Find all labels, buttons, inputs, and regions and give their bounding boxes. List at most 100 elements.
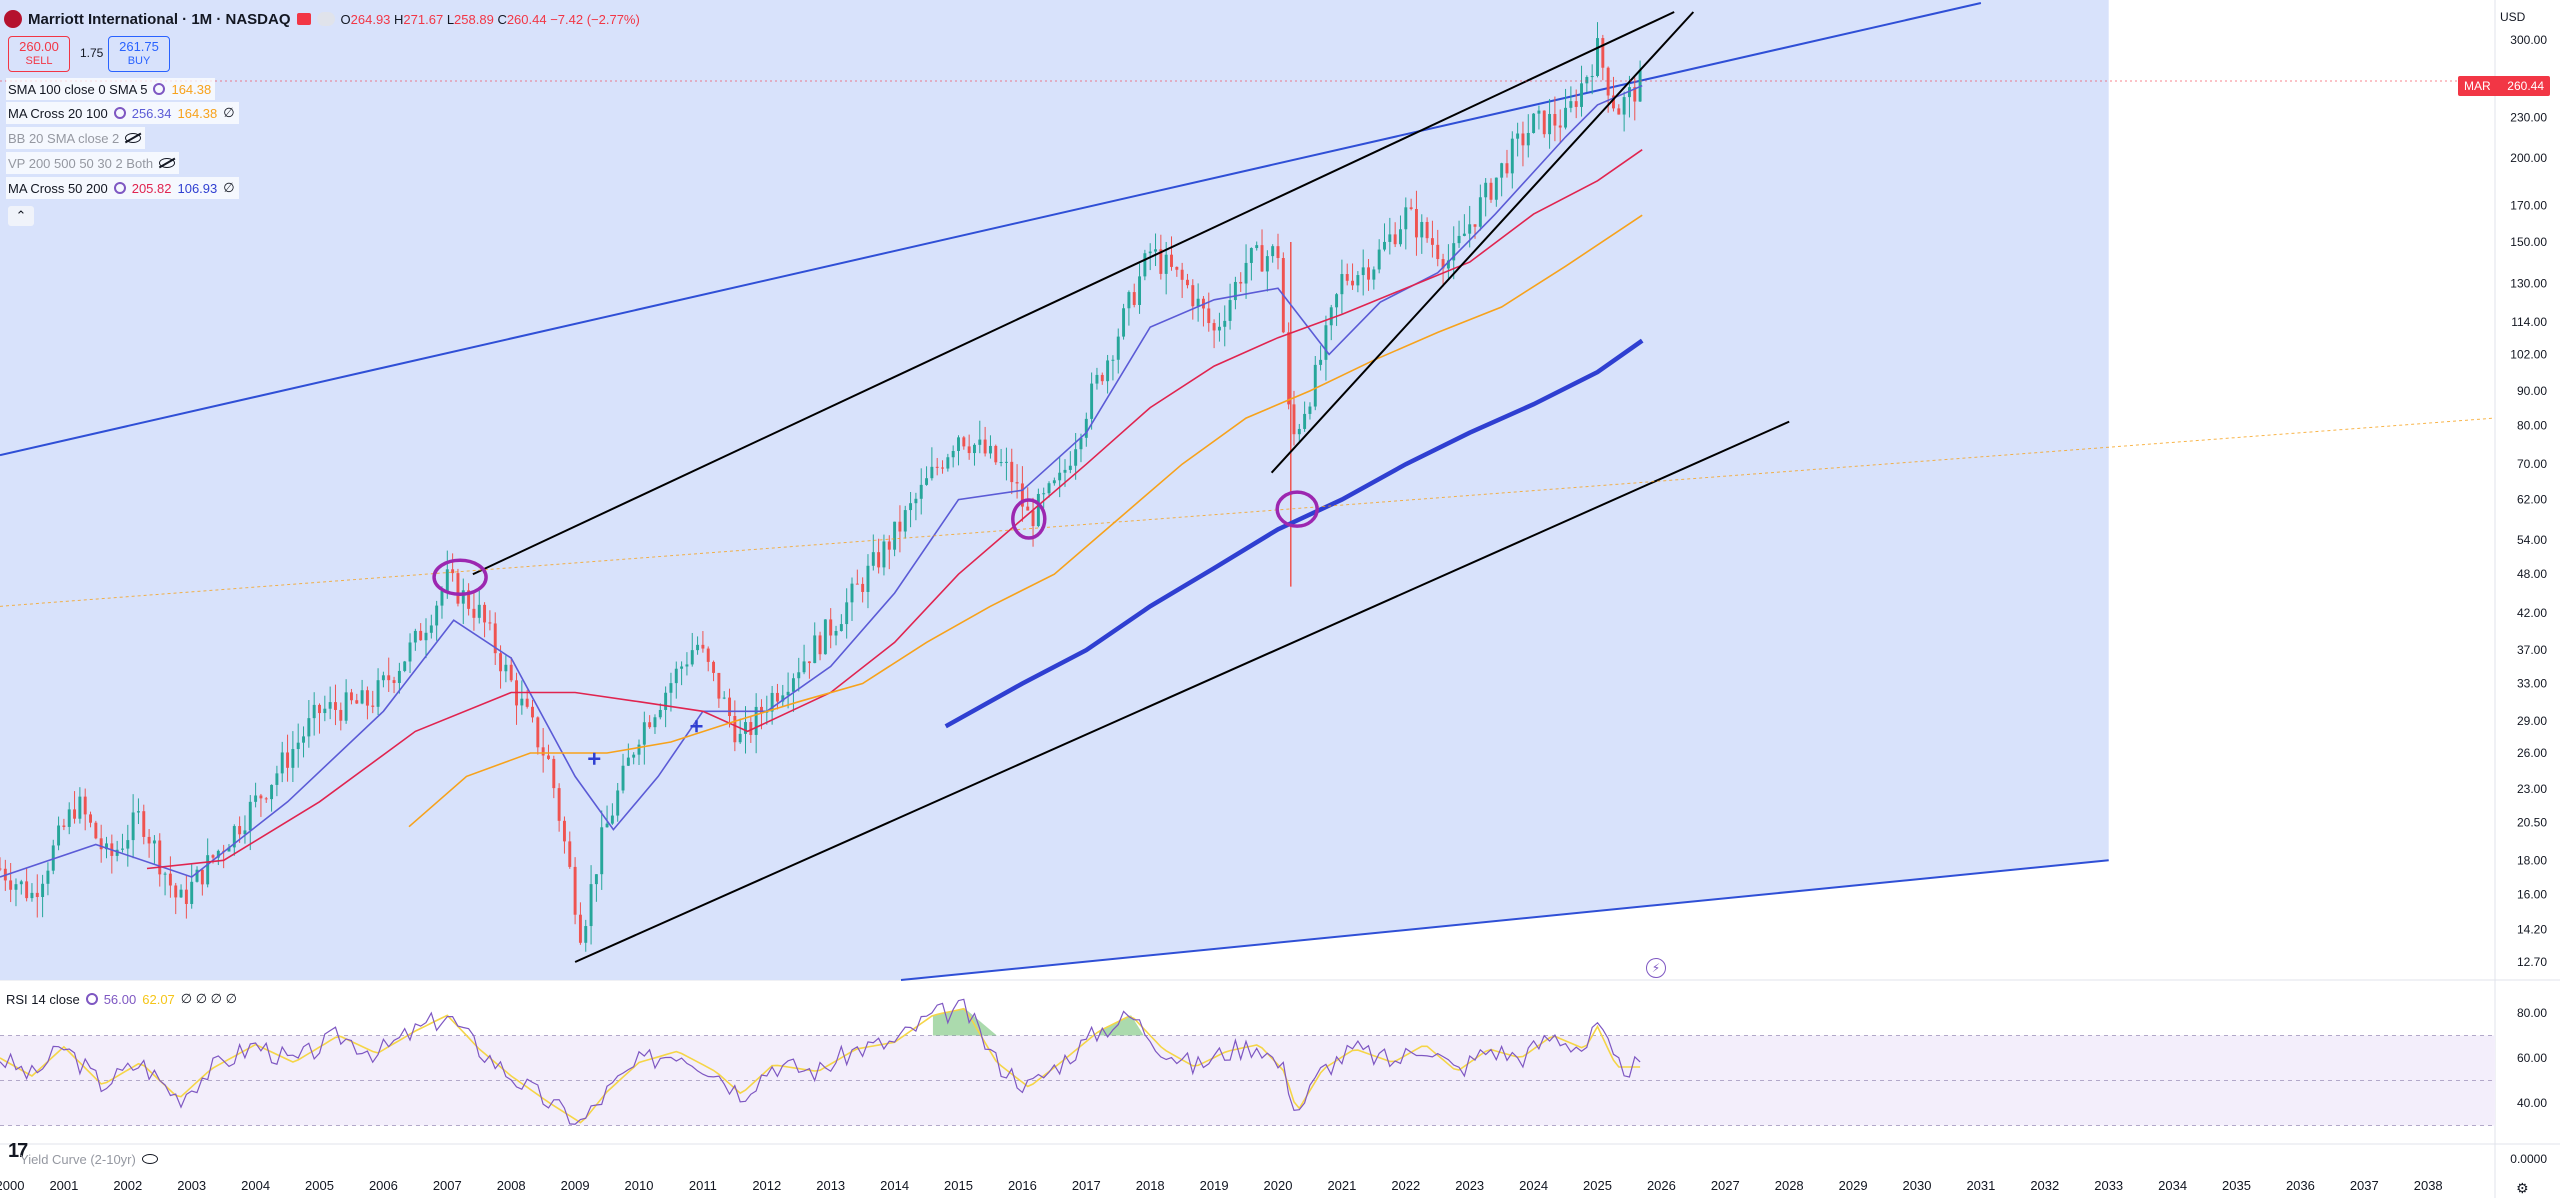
candle-body <box>1420 221 1424 238</box>
candle-body <box>978 439 982 445</box>
refresh-icon[interactable] <box>113 182 126 194</box>
lightning-icon[interactable]: ⚡ <box>1646 958 1666 978</box>
price-tick-label: 170.00 <box>2510 198 2547 212</box>
candle-body <box>1345 274 1349 281</box>
collapse-legend-button[interactable]: ⌃ <box>8 206 34 226</box>
candle-body <box>999 462 1003 464</box>
candle-body <box>882 541 886 568</box>
candle-body <box>291 749 295 768</box>
flag-icon[interactable] <box>296 13 311 25</box>
indicator-value: 164.38 <box>177 105 218 121</box>
candle-body <box>238 826 242 835</box>
rsi-ma-value: 62.07 <box>142 991 175 1007</box>
candle-body <box>451 569 455 574</box>
gear-icon[interactable]: ⚙ <box>2516 1180 2529 1196</box>
price-tick-label: 20.50 <box>2517 815 2547 829</box>
candle-body <box>477 604 481 618</box>
sell-button[interactable]: 260.00 SELL <box>8 36 70 72</box>
symbol-title[interactable]: Marriott International · 1M · NASDAQ <box>28 10 291 28</box>
candle-body <box>1617 108 1621 115</box>
ma-line-1 <box>146 149 1643 870</box>
price-tick-label: 70.00 <box>2517 457 2547 471</box>
candle-body <box>0 868 2 870</box>
candle-body <box>296 742 300 750</box>
candle-body <box>536 717 540 748</box>
price-tick-label: 14.20 <box>2517 922 2547 936</box>
time-tick-label: 2037 <box>2350 1178 2379 1193</box>
candle-body <box>839 624 843 631</box>
indicator-vp[interactable]: VP 200 500 50 30 2 Both <box>6 152 180 174</box>
currency-label[interactable]: USD <box>2500 10 2526 24</box>
candle-body <box>270 784 274 800</box>
candle-body <box>1404 207 1408 230</box>
indicator-name: MA Cross 50 200 <box>8 180 108 196</box>
candle-body <box>823 619 827 655</box>
candle-body <box>57 825 61 846</box>
candle-body <box>339 709 343 721</box>
candle-body <box>728 697 731 717</box>
refresh-icon[interactable] <box>113 107 126 119</box>
candle-body <box>903 510 907 532</box>
candle-body <box>845 602 849 625</box>
time-tick-label: 2017 <box>1072 1178 1101 1193</box>
rsi-value: 56.00 <box>103 991 137 1007</box>
candle-body <box>286 752 290 768</box>
time-tick-label: 2005 <box>305 1178 334 1193</box>
rsi-line <box>0 998 1641 1125</box>
candle-body <box>30 892 34 899</box>
candle-body <box>1223 320 1227 327</box>
candle-body <box>1377 249 1381 270</box>
candle-body <box>1063 469 1067 473</box>
candle-body <box>1111 359 1115 361</box>
candle-body <box>594 874 598 885</box>
yield-curve-legend[interactable]: Yield Curve (2-10yr) <box>6 1148 158 1170</box>
hidden-eye-icon[interactable] <box>159 158 176 168</box>
candle-body <box>461 590 465 604</box>
candle-body <box>1095 374 1099 384</box>
rsi-legend[interactable]: RSI 14 close 56.00 62.07 ∅ ∅ ∅ ∅ <box>6 988 237 1010</box>
candle-body <box>520 698 524 706</box>
candle-body <box>25 881 29 899</box>
tradingview-logo[interactable]: 17 <box>8 1140 28 1162</box>
more-icon[interactable] <box>316 12 335 26</box>
candle-body <box>397 670 401 684</box>
candle-body <box>1175 266 1179 270</box>
time-tick-label: 2004 <box>241 1178 270 1193</box>
candle-body <box>355 700 359 704</box>
candle-body <box>1116 336 1120 360</box>
time-tick-label: 2022 <box>1391 1178 1420 1193</box>
candle-body <box>648 722 652 728</box>
indicator-name: MA Cross 20 100 <box>8 105 108 121</box>
refresh-icon[interactable] <box>85 993 98 1005</box>
candle-body <box>1548 113 1552 135</box>
candle-body <box>834 630 838 636</box>
refresh-icon[interactable] <box>153 83 166 95</box>
candle-body <box>1233 281 1237 301</box>
time-tick-label: 2016 <box>1008 1178 1037 1193</box>
buy-button[interactable]: 261.75 BUY <box>108 36 170 72</box>
hidden-eye-icon[interactable] <box>125 133 142 143</box>
time-tick-label: 2020 <box>1264 1178 1293 1193</box>
indicator-ma-cross-50-200[interactable]: MA Cross 50 200 205.82 106.93 ∅ <box>6 177 239 199</box>
candle-body <box>1020 483 1024 507</box>
candle-body <box>1633 87 1637 102</box>
candle-body <box>946 457 950 469</box>
indicator-ma-cross-20-100[interactable]: MA Cross 20 100 256.34 164.38 ∅ <box>6 102 239 124</box>
candle-body <box>254 795 258 802</box>
candle-body <box>1329 307 1333 326</box>
price-tick-label: 16.00 <box>2517 888 2547 902</box>
candle-body <box>1569 101 1573 108</box>
candle-body <box>499 653 503 672</box>
hidden-eye-icon[interactable] <box>141 1154 158 1164</box>
price-tick-label: 80.00 <box>2517 418 2547 432</box>
candle-body <box>376 680 380 707</box>
time-tick-label: 2036 <box>2286 1178 2315 1193</box>
candle-body <box>46 870 50 884</box>
candle-body <box>1265 256 1269 272</box>
candle-body <box>419 630 423 641</box>
time-tick-label: 2002 <box>113 1178 142 1193</box>
indicator-bb[interactable]: BB 20 SMA close 2 <box>6 127 146 149</box>
indicator-sma100[interactable]: SMA 100 close 0 SMA 5 164.38 <box>6 78 216 100</box>
